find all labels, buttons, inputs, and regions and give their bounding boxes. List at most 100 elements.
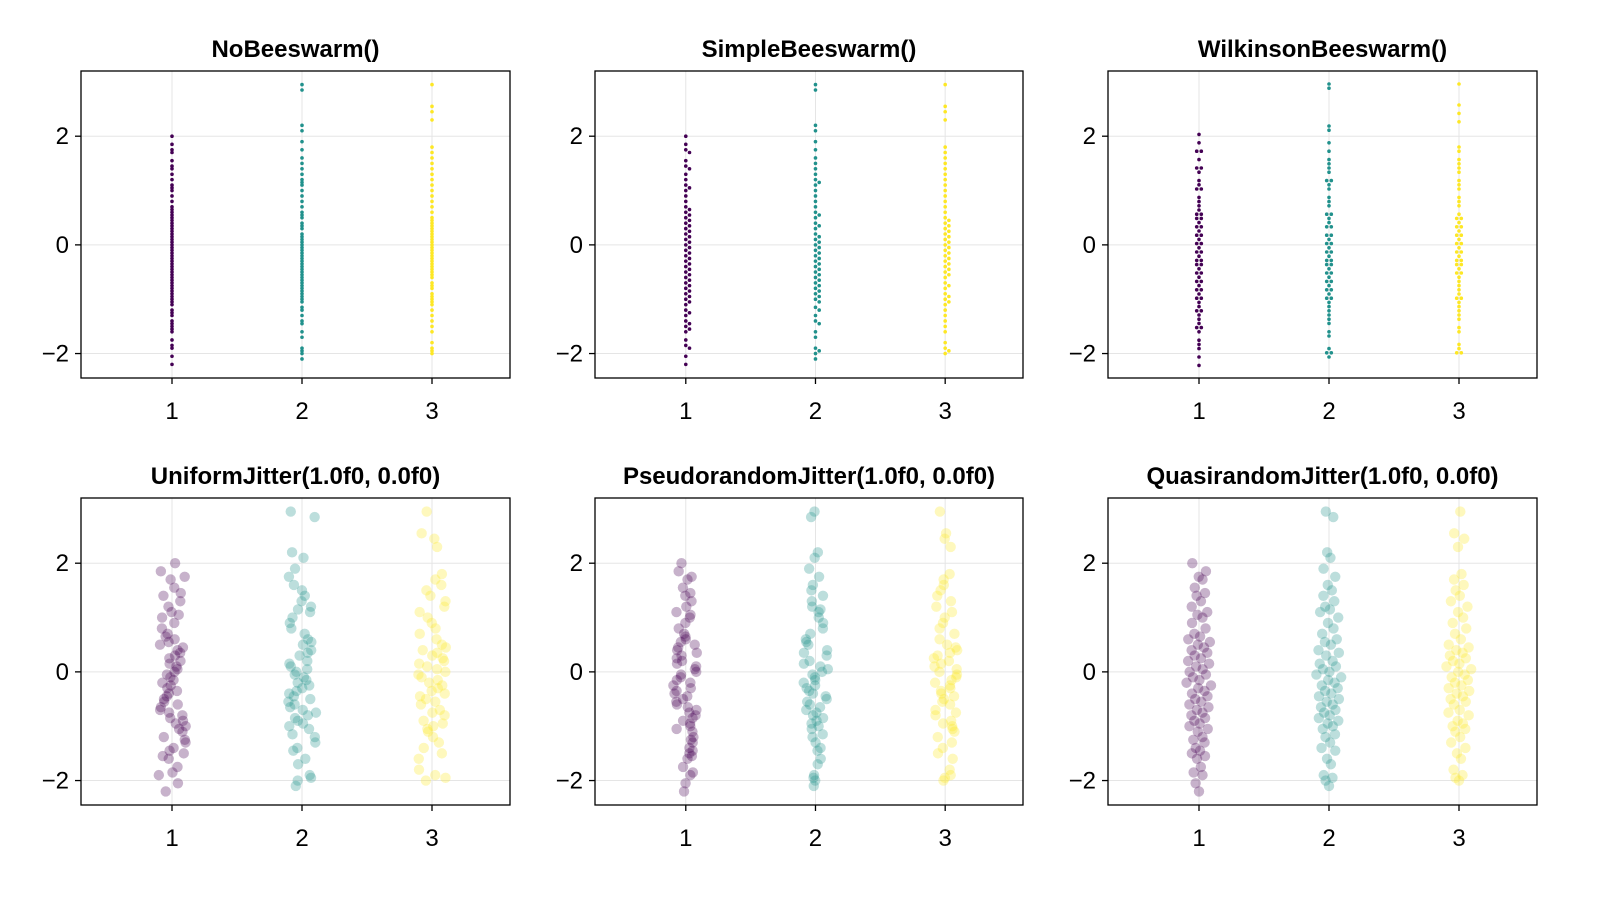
data-point (1194, 674, 1205, 686)
data-point (947, 234, 951, 239)
data-point (433, 737, 445, 748)
data-point (170, 251, 174, 255)
data-point (310, 707, 322, 718)
data-point (1194, 233, 1199, 237)
plot-frame (1107, 70, 1538, 379)
data-point (430, 259, 434, 263)
data-point (807, 710, 819, 721)
data-point (813, 330, 818, 334)
data-point (1194, 325, 1199, 330)
data-point (164, 658, 175, 669)
data-point (175, 587, 186, 599)
data-point (170, 142, 174, 147)
data-point (945, 715, 957, 726)
data-point (296, 596, 307, 607)
data-point (300, 275, 304, 280)
data-point (800, 634, 812, 645)
data-point (683, 172, 688, 177)
data-point (943, 286, 947, 291)
data-point (1330, 661, 1342, 672)
data-point (817, 289, 821, 293)
data-point (1198, 642, 1210, 653)
data-point (821, 693, 832, 705)
data-point (289, 712, 301, 724)
data-point (943, 232, 947, 236)
data-point (301, 674, 312, 686)
data-point (1191, 704, 1203, 716)
data-point (421, 585, 432, 596)
data-point (287, 729, 298, 740)
data-point (423, 677, 435, 688)
data-point (943, 237, 947, 242)
data-point (1457, 288, 1461, 292)
data-point (430, 237, 434, 242)
data-point (683, 302, 688, 307)
data-point (671, 699, 683, 710)
data-point (1329, 296, 1334, 301)
data-point (158, 693, 170, 705)
data-point (170, 221, 174, 225)
data-point (1192, 609, 1203, 621)
data-point (1335, 672, 1347, 683)
data-point (676, 650, 687, 661)
data-point (808, 769, 820, 781)
data-point (947, 723, 958, 735)
data-point (943, 270, 947, 274)
y-tick-label: −2 (1069, 768, 1096, 795)
data-point (1199, 212, 1204, 216)
data-point (937, 617, 949, 629)
data-point (1327, 334, 1331, 338)
data-point (1459, 250, 1464, 254)
data-point (1324, 279, 1329, 284)
data-point (821, 650, 832, 661)
data-point (813, 161, 818, 166)
data-point (153, 769, 165, 781)
data-point (300, 349, 304, 353)
data-point (1459, 258, 1464, 263)
data-point (817, 623, 829, 634)
y-tick-label: 0 (570, 659, 583, 686)
data-point (300, 172, 304, 177)
data-point (436, 579, 447, 591)
data-point (292, 775, 303, 786)
data-point (1197, 204, 1201, 208)
data-point (943, 302, 947, 307)
data-point (687, 300, 692, 304)
data-point (817, 590, 829, 602)
data-point (683, 210, 688, 215)
data-point (430, 264, 434, 269)
data-point (813, 721, 824, 732)
data-point (170, 275, 174, 280)
data-point (943, 226, 947, 231)
data-point (154, 639, 166, 650)
data-point (1329, 258, 1334, 263)
data-point (1202, 691, 1213, 702)
data-point (170, 343, 174, 348)
data-point (292, 604, 304, 615)
data-point (1193, 682, 1204, 694)
data-point (676, 558, 687, 569)
data-point (1327, 124, 1331, 128)
data-point (1457, 237, 1461, 242)
y-tick-label: −2 (1069, 341, 1096, 368)
data-point (297, 704, 308, 716)
data-point (803, 639, 814, 650)
data-point (1327, 772, 1338, 784)
data-point (685, 587, 696, 599)
data-point (1189, 582, 1200, 593)
data-point (947, 294, 951, 299)
data-point (822, 663, 834, 675)
data-point (167, 767, 178, 778)
data-point (1333, 715, 1344, 726)
data-point (671, 658, 683, 669)
data-point (1333, 612, 1344, 623)
data-point (806, 723, 817, 735)
data-point (1447, 655, 1459, 667)
data-point (1196, 696, 1207, 707)
data-point (821, 644, 833, 656)
data-point (1184, 666, 1195, 678)
data-point (430, 251, 434, 255)
data-point (940, 528, 952, 539)
data-point (171, 685, 183, 697)
data-point (1197, 254, 1201, 258)
